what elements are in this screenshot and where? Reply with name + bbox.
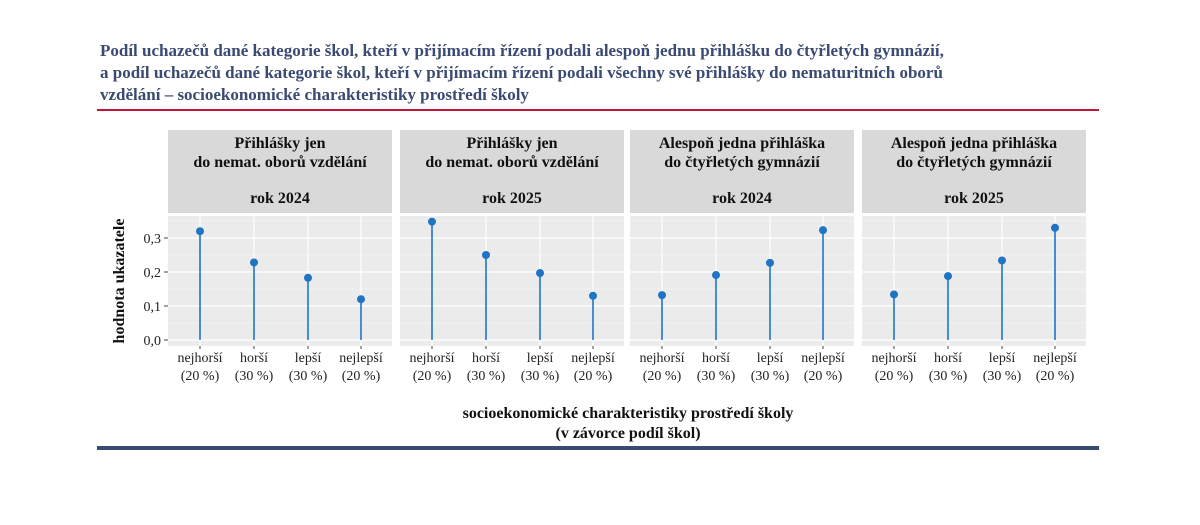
facet-strip-label: rok 2025 bbox=[482, 190, 542, 207]
facet-panel-3 bbox=[630, 216, 854, 346]
x-tick-label-share: (30 %) bbox=[521, 369, 560, 384]
facet-strip-label: Alespoň jedna přihláška bbox=[891, 135, 1057, 152]
x-tick-label-share: (30 %) bbox=[467, 369, 506, 384]
facet-strip-label: rok 2025 bbox=[944, 190, 1004, 207]
data-point bbox=[589, 291, 597, 300]
x-tick-label: nejlepší bbox=[339, 351, 383, 366]
data-point bbox=[304, 273, 312, 282]
data-point bbox=[998, 256, 1006, 265]
title-divider bbox=[97, 109, 1099, 111]
x-tick-label-share: (30 %) bbox=[289, 369, 328, 384]
facet-strip-4 bbox=[862, 130, 1086, 213]
facet-panel-1 bbox=[168, 216, 392, 346]
x-tick-label: horší bbox=[702, 351, 730, 366]
x-axis-title: socioekonomické charakteristiky prostřed… bbox=[463, 405, 794, 422]
bottom-divider bbox=[97, 446, 1099, 450]
x-tick-label: nejhorší bbox=[871, 351, 916, 366]
x-tick-label-share: (20 %) bbox=[1036, 369, 1075, 384]
facet-strip-label: do nemat. oborů vzdělání bbox=[193, 154, 367, 171]
facet-strip-label: Přihlášky jen bbox=[466, 135, 557, 152]
x-tick-label-share: (20 %) bbox=[181, 369, 220, 384]
y-tick-label: 0,3 bbox=[144, 232, 162, 247]
x-tick-label: lepší bbox=[527, 351, 554, 366]
facet-strip-label: do čtyřletých gymnázií bbox=[896, 154, 1052, 171]
y-tick-label: 0,0 bbox=[144, 334, 162, 349]
facet-strip-label: do čtyřletých gymnázií bbox=[664, 154, 820, 171]
facet-panel-4 bbox=[862, 216, 1086, 346]
data-point bbox=[658, 291, 666, 300]
facet-strip-1 bbox=[168, 130, 392, 213]
data-point bbox=[536, 269, 544, 278]
x-tick-label-share: (20 %) bbox=[574, 369, 613, 384]
x-tick-label: nejhorší bbox=[409, 351, 454, 366]
x-tick-label-share: (20 %) bbox=[413, 369, 452, 384]
x-tick-label: horší bbox=[472, 351, 500, 366]
data-point bbox=[1051, 223, 1059, 232]
x-tick-label: nejhorší bbox=[177, 351, 222, 366]
data-point bbox=[482, 251, 490, 259]
title-line-1: Podíl uchazečů dané kategorie škol, kteř… bbox=[100, 41, 944, 60]
data-point bbox=[766, 258, 774, 267]
facet-strip-label: do nemat. oborů vzdělání bbox=[425, 154, 599, 171]
x-tick-label: nejlepší bbox=[801, 351, 845, 366]
facet-strip-label: Přihlášky jen bbox=[234, 135, 325, 152]
y-axis-title: hodnota ukazatele bbox=[111, 219, 128, 344]
x-tick-label-share: (20 %) bbox=[643, 369, 682, 384]
data-point bbox=[819, 226, 827, 235]
x-tick-label: horší bbox=[934, 351, 962, 366]
x-tick-label-share: (20 %) bbox=[875, 369, 914, 384]
title-line-2: a podíl uchazečů dané kategorie škol, kt… bbox=[100, 63, 943, 82]
x-tick-label-share: (20 %) bbox=[804, 369, 843, 384]
x-tick-label-share: (30 %) bbox=[751, 369, 790, 384]
x-tick-label-share: (20 %) bbox=[342, 369, 381, 384]
x-axis-subtitle: (v závorce podíl škol) bbox=[555, 425, 700, 442]
x-tick-label: nejlepší bbox=[1033, 351, 1077, 366]
facet-strip-label: rok 2024 bbox=[250, 190, 310, 207]
x-tick-label: lepší bbox=[757, 351, 784, 366]
x-tick-label-share: (30 %) bbox=[697, 369, 736, 384]
data-point bbox=[357, 295, 365, 304]
x-tick-label-share: (30 %) bbox=[983, 369, 1022, 384]
data-point bbox=[196, 227, 204, 236]
data-point bbox=[890, 290, 898, 299]
x-tick-label: lepší bbox=[295, 351, 322, 366]
data-point bbox=[428, 217, 436, 226]
x-tick-label: lepší bbox=[989, 351, 1016, 366]
y-tick-label: 0,1 bbox=[144, 300, 162, 315]
x-tick-label-share: (30 %) bbox=[235, 369, 274, 384]
x-tick-label-share: (30 %) bbox=[929, 369, 968, 384]
x-tick-label: nejhorší bbox=[639, 351, 684, 366]
y-tick-label: 0,2 bbox=[144, 266, 162, 281]
facet-strip-label: rok 2024 bbox=[712, 190, 772, 207]
facet-strip-label: Alespoň jedna přihláška bbox=[659, 135, 825, 152]
x-tick-label: horší bbox=[240, 351, 268, 366]
data-point bbox=[712, 271, 720, 280]
chart-title: Podíl uchazečů dané kategorie škol, kteř… bbox=[100, 40, 1100, 106]
data-point bbox=[250, 258, 258, 267]
facet-panel-2 bbox=[400, 216, 624, 346]
facet-strip-3 bbox=[630, 130, 854, 213]
data-point bbox=[944, 272, 952, 281]
facet-strip-2 bbox=[400, 130, 624, 213]
x-tick-label: nejlepší bbox=[571, 351, 615, 366]
title-line-3: vzdělání – socioekonomické charakteristi… bbox=[100, 85, 529, 104]
